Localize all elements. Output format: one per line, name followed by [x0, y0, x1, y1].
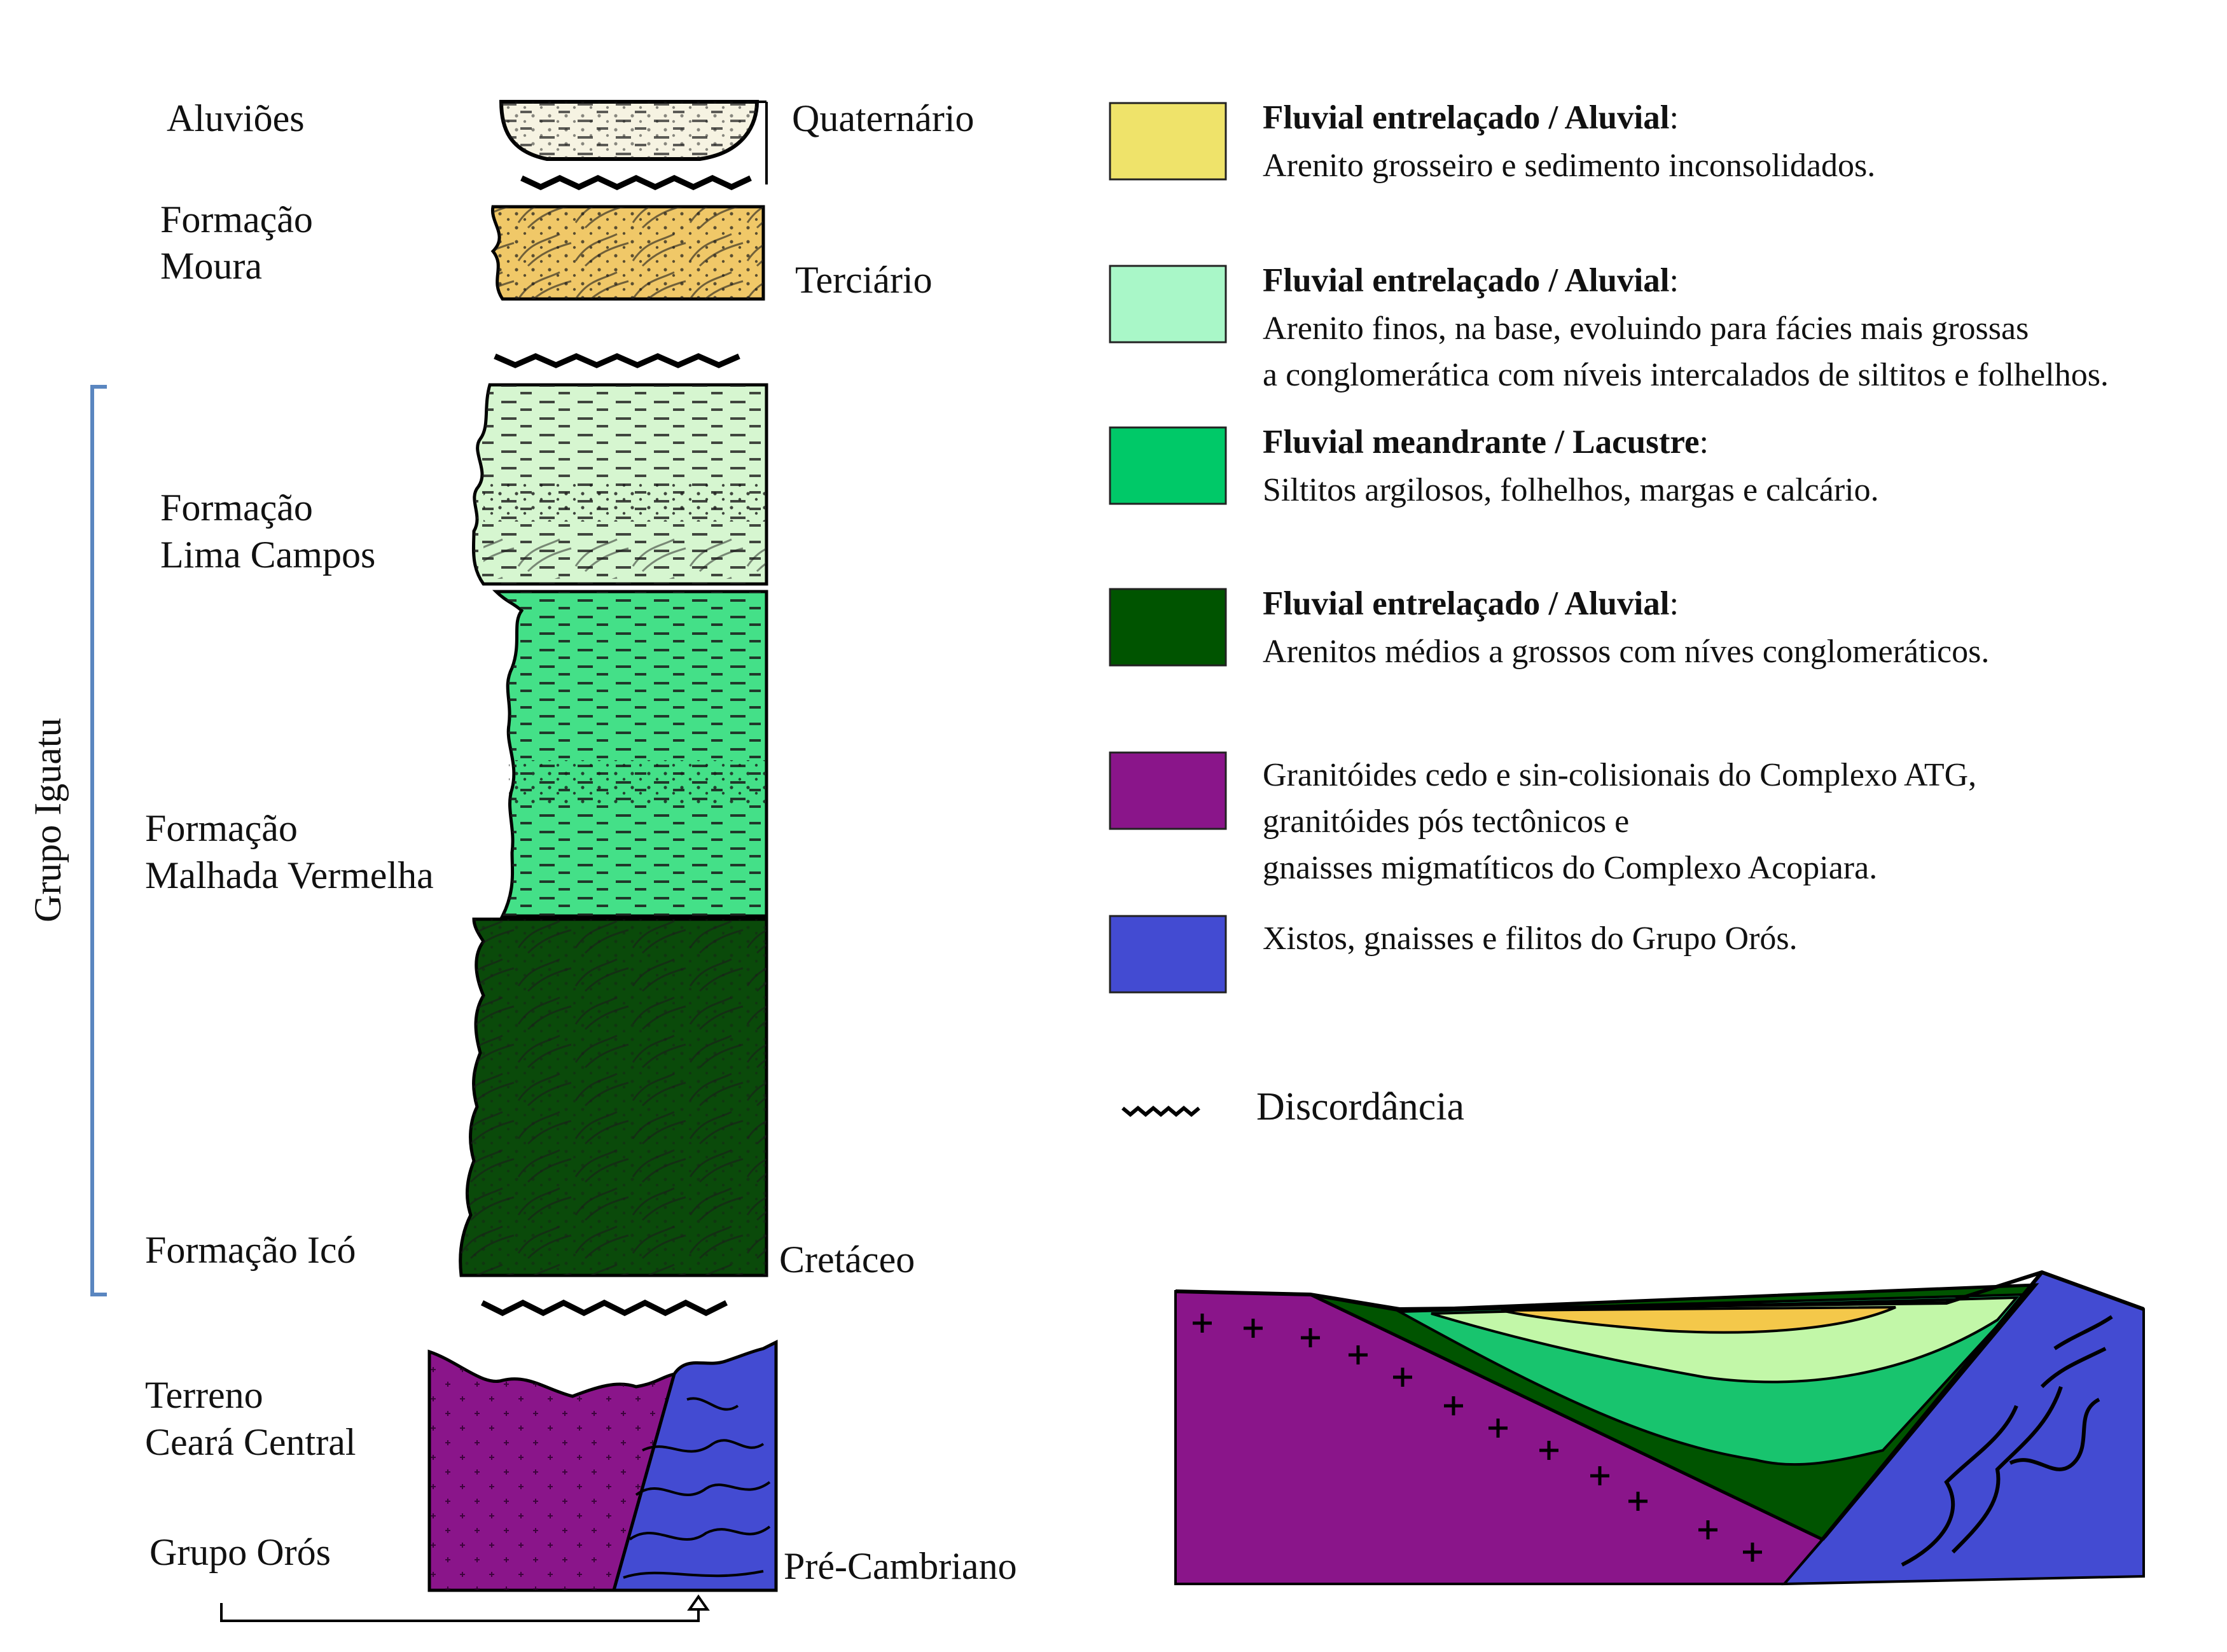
label-terreno-line1: Terreno: [145, 1374, 263, 1416]
age-precambriano: Pré-Cambriano: [784, 1545, 1017, 1587]
label-moura-line1: Formação: [160, 198, 313, 240]
legend-description: Granitóides cedo e sin-colisionais do Co…: [1263, 757, 1976, 793]
cs-fault: [1821, 1271, 2044, 1541]
age-labels: Quaternário Terciário Cretáceo Pré-Cambr…: [779, 97, 1017, 1587]
formation-labels: Aluviões Formação Moura Formação Lima Ca…: [27, 97, 434, 1573]
legend-item: Fluvial meandrante / Lacustre: Siltitos a…: [1109, 424, 1879, 508]
legend-description: Arenito finos, na base, evoluindo para f…: [1263, 310, 2029, 347]
layer-lima-campos: [471, 383, 768, 586]
legend-title: Fluvial entrelaçado / Aluvial:: [1263, 99, 1679, 136]
legend-swatch: [1109, 426, 1227, 505]
label-malhada-line2: Malhada Vermelha: [145, 854, 434, 896]
label-oros: Grupo Orós: [149, 1531, 331, 1573]
legend-description: Siltitos argilosos, folhelhos, margas e …: [1263, 472, 1879, 508]
label-malhada-line1: Formação: [145, 807, 298, 849]
layer-malhada-vermelha: [492, 590, 768, 918]
legend-discordancia-label: Discordância: [1256, 1085, 1464, 1128]
legend-description: granitóides pós tectônicos e: [1263, 803, 1629, 840]
layer-ico: [459, 917, 768, 1277]
legend-description: a conglomerática com níveis intercalados…: [1263, 357, 2109, 393]
legend-item: Granitóides cedo e sin-colisionais do Co…: [1109, 751, 1976, 886]
stratigraphic-column: [90, 100, 778, 1622]
unconformity-3: [480, 1299, 728, 1317]
cs-granitoid-crosses: [1193, 1314, 1762, 1562]
layer-aluvioes: [499, 100, 768, 184]
label-grupo-iguatu: Grupo Iguatu: [27, 718, 69, 922]
basement-bracket: [220, 1603, 700, 1622]
legend-description: Arenito grosseiro e sedimento inconsolid…: [1263, 148, 1875, 184]
unconformity-1: [520, 175, 752, 190]
basement-bracket-arrow-icon: [687, 1594, 710, 1611]
label-terreno-line2: Ceará Central: [145, 1421, 356, 1463]
cs-oros-foliation: [1901, 1315, 2113, 1567]
layer-moura: [490, 205, 765, 301]
unconformity-2: [494, 353, 740, 368]
layer-terreno-ceara-central: [427, 1349, 677, 1592]
discordance-symbol-icon: [1121, 1106, 1200, 1117]
cs-surface-line: [1175, 1270, 2145, 1312]
legend: Fluvial entrelaçado / Aluvial: Arenito gr…: [1109, 99, 2109, 994]
layer-grupo-oros: [611, 1339, 778, 1592]
age-quaternario: Quaternário: [792, 97, 975, 139]
legend-swatch: [1109, 915, 1227, 994]
legend-description: Arenitos médios a grossos com níves cong…: [1263, 634, 1989, 670]
label-lima-line2: Lima Campos: [160, 534, 375, 576]
legend-title: Fluvial entrelaçado / Aluvial:: [1263, 585, 1679, 622]
legend-swatch: [1109, 102, 1227, 181]
cs-moura: [1501, 1306, 1896, 1334]
legend-title: Fluvial meandrante / Lacustre:: [1263, 424, 1709, 461]
age-terciario: Terciário: [795, 259, 933, 301]
legend-swatch: [1109, 751, 1227, 830]
legend-discordancia: Discordância: [1121, 1085, 1464, 1128]
legend-item: Xistos, gnaisses e filitos do Grupo Orós…: [1109, 915, 1798, 994]
age-cretaceo: Cretáceo: [779, 1239, 915, 1281]
legend-description: Xistos, gnaisses e filitos do Grupo Orós…: [1263, 920, 1798, 957]
legend-item: Fluvial entrelaçado / Aluvial: Arenito gr…: [1109, 99, 1875, 184]
legend-title: Fluvial entrelaçado / Aluvial:: [1263, 262, 1679, 299]
label-moura-line2: Moura: [160, 245, 262, 287]
label-aluvioes: Aluviões: [167, 97, 305, 139]
legend-swatch: [1109, 588, 1227, 667]
basin-cross-section: [1174, 1270, 2145, 1586]
legend-swatch: [1109, 265, 1227, 344]
legend-item: Fluvial entrelaçado / Aluvial: Arenitos m…: [1109, 585, 1989, 670]
legend-description: gnaisses migmatíticos do Complexo Acopia…: [1263, 850, 1877, 886]
legend-item: Fluvial entrelaçado / Aluvial: Arenito fi…: [1109, 262, 2109, 393]
label-ico: Formação Icó: [145, 1229, 356, 1271]
group-bracket: [90, 385, 107, 1296]
label-lima-line1: Formação: [160, 487, 313, 529]
